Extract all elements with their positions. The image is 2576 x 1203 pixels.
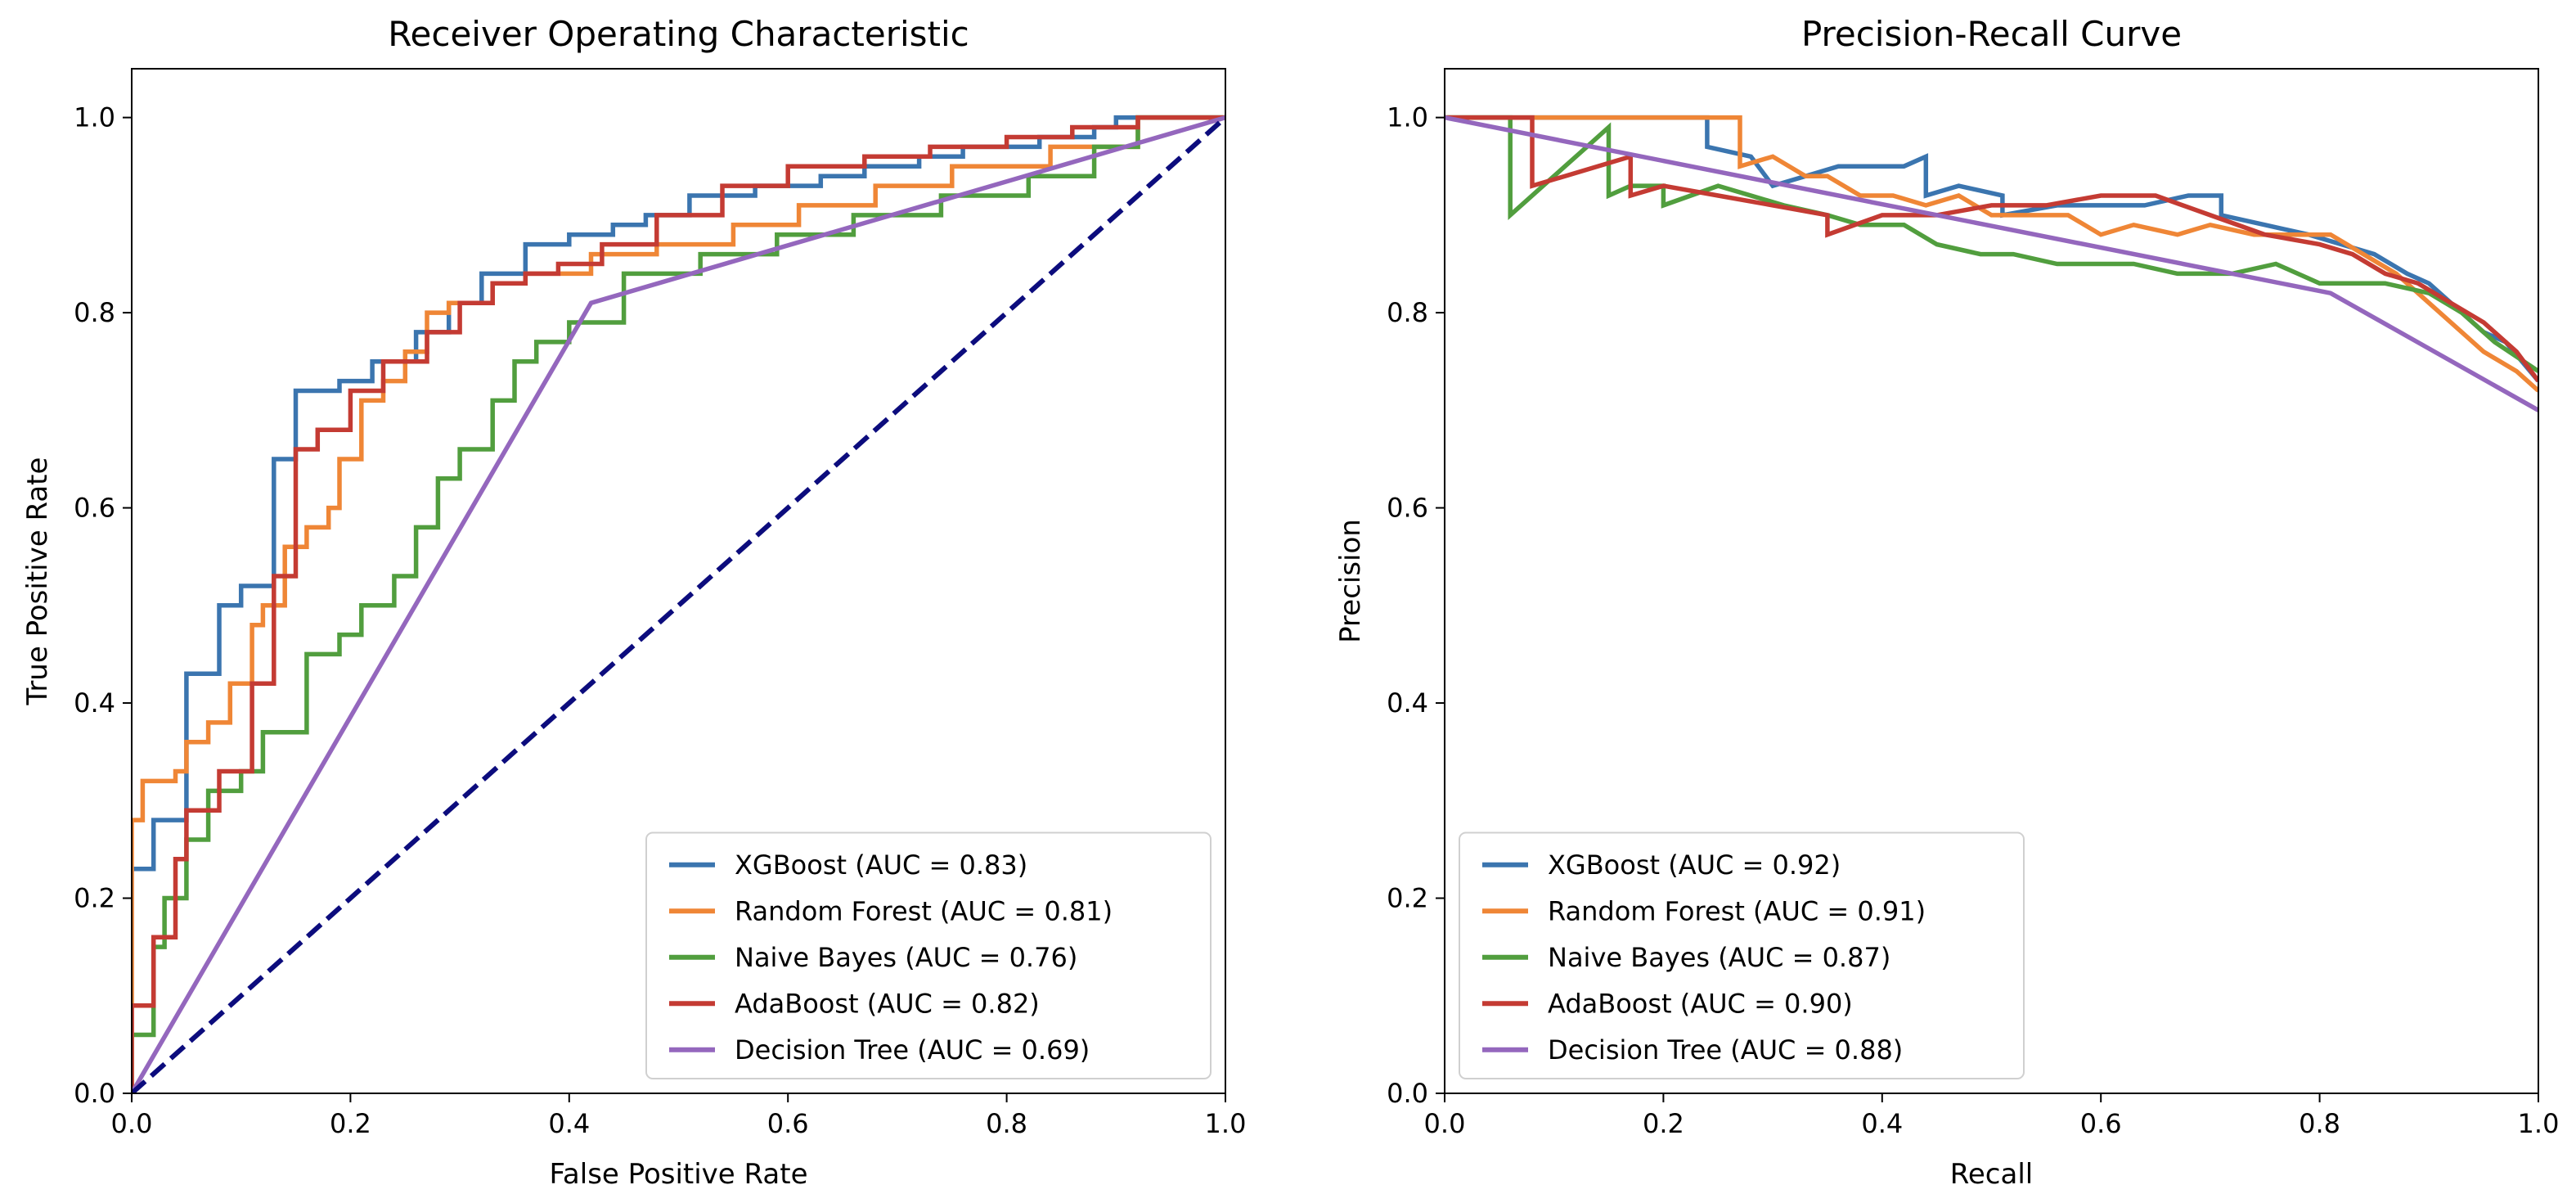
y-tick-label: 1.0 [1387,102,1428,133]
y-axis-label: True Positive Rate [21,457,54,706]
precision-recall-panel: 0.0 0.2 0.4 0.6 0.8 1.0 0.0 0.2 0.4 0.6 0.8 1.0 Prec… [1334,14,2559,1191]
x-tick-label: 0.0 [111,1108,153,1139]
chart-title: Receiver Operating Characteristic [388,14,969,54]
chance-diagonal-line [132,115,1225,1093]
x-tick-label: 0.0 [1424,1108,1466,1139]
y-tick-label: 0.8 [74,297,115,328]
legend-entry: XGBoost (AUC = 0.83) [735,849,1027,881]
x-tick-label: 0.6 [767,1108,809,1139]
x-tick-label: 0.4 [1861,1108,1903,1139]
series-line-3 [1445,115,2538,383]
legend: XGBoost (AUC = 0.92) Random Forest (AUC =… [1459,831,2025,1079]
legend-entry: XGBoost (AUC = 0.92) [1548,849,1841,881]
chart-title: Precision-Recall Curve [1801,14,2182,54]
x-tick-label: 0.6 [2080,1108,2122,1139]
x-tick-label: 0.2 [1643,1108,1684,1139]
legend-entry: Random Forest (AUC = 0.81) [735,895,1113,926]
legend-box [645,831,1212,1079]
x-tick-label: 1.0 [1205,1108,1247,1139]
y-tick-label: 0.4 [1387,687,1428,719]
series-line-4 [132,115,1225,1093]
x-axis-label: Recall [1950,1158,2033,1191]
axes-frame [131,68,1226,1094]
x-tick-label: 1.0 [2518,1108,2560,1139]
legend: XGBoost (AUC = 0.83) Random Forest (AUC =… [645,831,1212,1079]
x-tick-label: 0.4 [548,1108,590,1139]
y-tick-label: 0.2 [1387,883,1428,914]
legend-entry: Random Forest (AUC = 0.91) [1548,895,1926,926]
legend-box [1459,831,2025,1079]
y-tick-label: 1.0 [74,102,115,133]
legend-entry: Naive Bayes (AUC = 0.76) [735,942,1077,973]
series-line-0 [1445,115,2538,383]
y-tick-label: 0.2 [74,883,115,914]
axes-frame [1444,68,2539,1094]
y-tick-label: 0.8 [1387,297,1428,328]
y-tick-label: 0.4 [74,687,115,719]
x-axis-label: False Positive Rate [550,1158,808,1191]
y-tick-label: 0.0 [1387,1078,1428,1109]
series-line-2 [1445,115,2538,373]
x-tick-label: 0.8 [2299,1108,2340,1139]
series-line-2 [132,115,1225,1093]
legend-entry: Naive Bayes (AUC = 0.87) [1548,942,1890,973]
legend-entry: Decision Tree (AUC = 0.69) [735,1034,1090,1066]
series-line-1 [1445,115,2538,393]
y-tick-label: 0.6 [1387,493,1428,524]
y-tick-label: 0.6 [74,493,115,524]
series-line-0 [132,115,1225,1093]
series-line-3 [132,115,1225,1093]
x-tick-label: 0.2 [330,1108,371,1139]
legend-entry: Decision Tree (AUC = 0.88) [1548,1034,1903,1066]
legend-entry: AdaBoost (AUC = 0.90) [1548,988,1853,1019]
x-tick-label: 0.8 [986,1108,1027,1139]
series-line-4 [1445,115,2538,412]
y-tick-label: 0.0 [74,1078,115,1109]
series-lines [132,115,1225,1093]
roc-panel: 0.0 0.2 0.4 0.6 0.8 1.0 0.0 0.2 0.4 0.6 0.8 1.0 Rece… [21,14,1246,1191]
legend-entry: AdaBoost (AUC = 0.82) [735,988,1040,1019]
series-lines [1445,115,2538,412]
y-axis-label: Precision [1334,519,1367,643]
